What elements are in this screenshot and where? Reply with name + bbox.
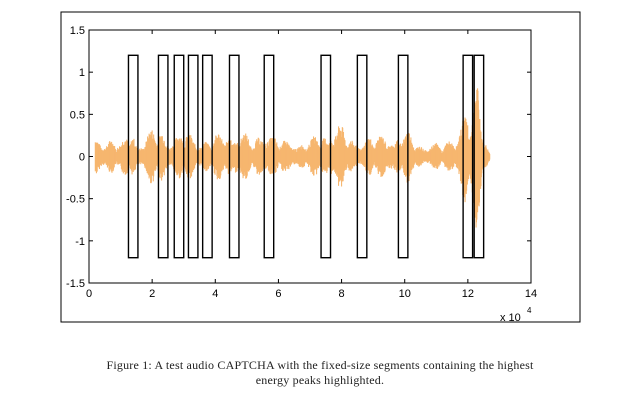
segment-box [201, 54, 213, 259]
segment-box [320, 54, 332, 259]
x-tick-label: 8 [339, 288, 345, 300]
chart: 0 2 4 6 8 10 12 14 1.5 1 0.5 0 -0.5 -1 -1.5 x 10 4 [60, 11, 581, 324]
caption-line-2: energy peaks highlighted. [255, 373, 385, 387]
y-tick-label: -1 [75, 236, 85, 248]
x-tick-label: 0 [86, 288, 92, 300]
x-axis-multiplier: x 10 [500, 312, 521, 324]
segment-box [157, 54, 169, 259]
y-tick-label: -1.5 [66, 278, 85, 290]
y-tick-label: 0.5 [70, 109, 85, 121]
x-tick-label: 12 [462, 288, 474, 300]
segment-box [473, 54, 485, 259]
segment-box [397, 54, 409, 259]
segment-box [187, 54, 199, 259]
caption-line-1: Figure 1: A test audio CAPTCHA with the … [106, 358, 534, 372]
x-axis: 0 2 4 6 8 10 12 14 [86, 30, 537, 300]
y-axis: 1.5 1 0.5 0 -0.5 -1 -1.5 [66, 25, 531, 290]
x-axis-multiplier-exponent: 4 [527, 306, 532, 315]
x-tick-label: 10 [399, 288, 411, 300]
segment-box [127, 54, 139, 259]
segment-box [356, 54, 368, 259]
y-tick-label: 1 [79, 67, 85, 79]
x-tick-label: 4 [212, 288, 218, 300]
segment-box [263, 54, 275, 259]
x-tick-label: 2 [149, 288, 155, 300]
y-tick-label: 1.5 [70, 25, 85, 37]
x-tick-label: 6 [275, 288, 281, 300]
segment-box [228, 54, 240, 259]
figure-caption: Figure 1: A test audio CAPTCHA with the … [0, 358, 640, 388]
y-tick-label: -0.5 [66, 194, 85, 206]
segment-box [173, 54, 185, 259]
segment-box [462, 54, 474, 259]
x-tick-label: 14 [525, 288, 537, 300]
y-tick-label: 0 [79, 152, 85, 164]
figure-frame [60, 11, 581, 323]
highlight-segments [127, 54, 485, 259]
